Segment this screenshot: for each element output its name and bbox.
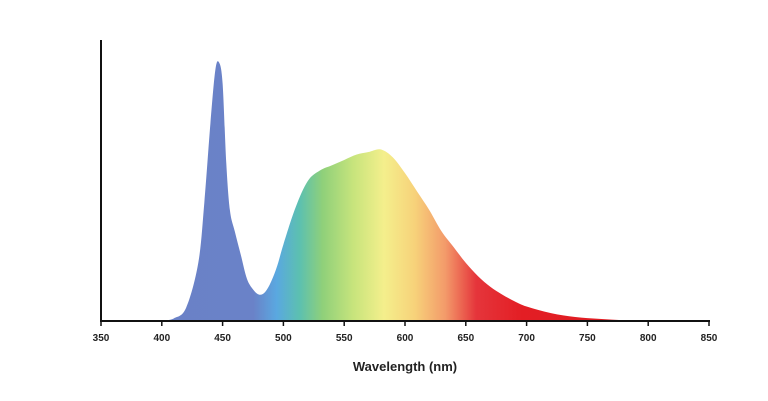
x-tick-label: 600 [397, 333, 414, 344]
x-tick-label: 400 [153, 333, 170, 344]
x-tick-label: 850 [701, 333, 718, 344]
x-tick-label: 800 [640, 333, 657, 344]
x-tick-label: 650 [457, 333, 474, 344]
x-tick-label: 450 [214, 333, 231, 344]
x-axis-title: Wavelength (nm) [353, 359, 457, 374]
x-tick-label: 350 [93, 333, 110, 344]
x-tick-label: 700 [518, 333, 535, 344]
x-tick-label: 500 [275, 333, 292, 344]
x-tick-label: 550 [336, 333, 353, 344]
x-tick-label: 750 [579, 333, 596, 344]
spectrum-area [161, 61, 649, 322]
